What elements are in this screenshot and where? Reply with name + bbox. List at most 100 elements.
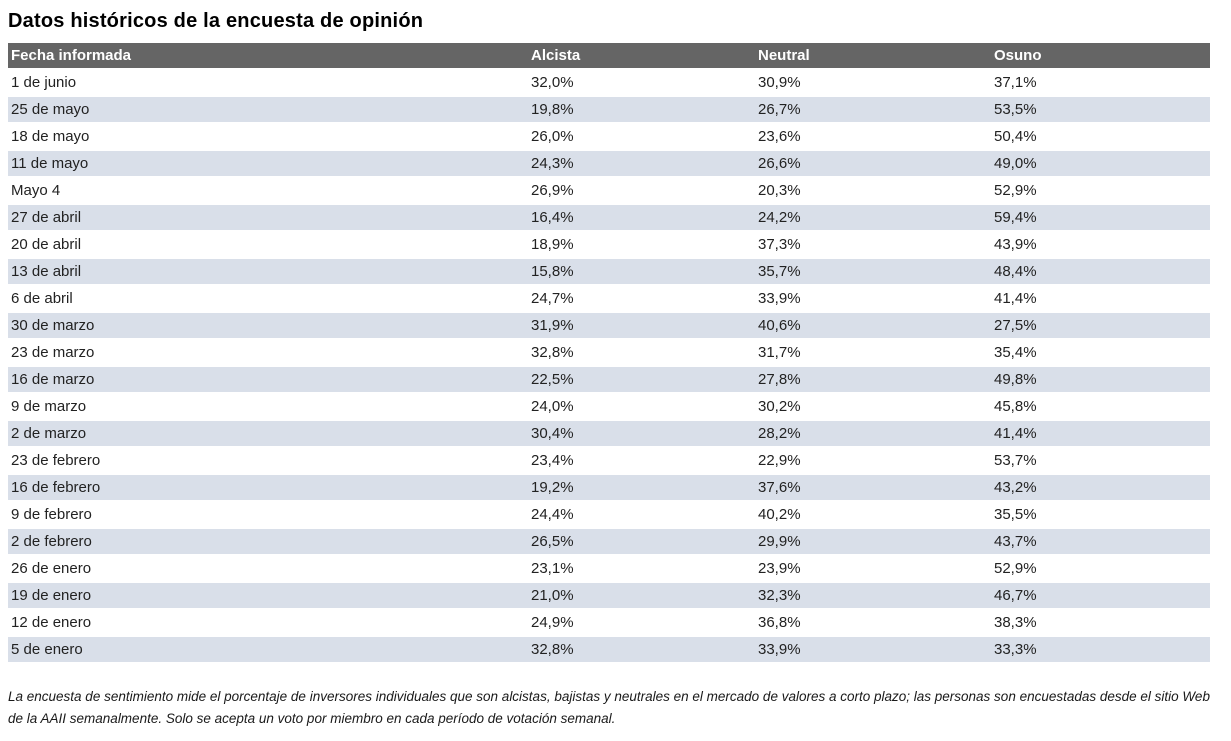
alcista-cell: 26,0% — [528, 123, 755, 151]
table-row: 27 de abril 16,4% 24,2% 59,4% — [8, 204, 1210, 232]
alcista-cell: 21,0% — [528, 582, 755, 610]
alcista-cell: 32,8% — [528, 636, 755, 664]
date-cell: 30 de marzo — [8, 312, 528, 340]
date-cell: 16 de marzo — [8, 366, 528, 394]
neutral-cell: 20,3% — [755, 177, 991, 205]
table-row: 9 de febrero 24,4% 40,2% 35,5% — [8, 501, 1210, 529]
alcista-cell: 24,9% — [528, 609, 755, 637]
date-cell: 23 de febrero — [8, 447, 528, 475]
alcista-cell: 24,0% — [528, 393, 755, 421]
date-cell: 6 de abril — [8, 285, 528, 313]
date-cell: 11 de mayo — [8, 150, 528, 178]
table-header-row: Fecha informada Alcista Neutral Osuno — [8, 43, 1210, 70]
neutral-cell: 23,6% — [755, 123, 991, 151]
column-header-neutral: Neutral — [755, 43, 991, 70]
survey-footnote: La encuesta de sentimiento mide el porce… — [8, 689, 1210, 727]
table-row: Mayo 4 26,9% 20,3% 52,9% — [8, 177, 1210, 205]
alcista-cell: 30,4% — [528, 420, 755, 448]
neutral-cell: 27,8% — [755, 366, 991, 394]
table-row: 25 de mayo 19,8% 26,7% 53,5% — [8, 96, 1210, 124]
alcista-cell: 16,4% — [528, 204, 755, 232]
alcista-cell: 26,5% — [528, 528, 755, 556]
neutral-cell: 37,3% — [755, 231, 991, 259]
neutral-cell: 36,8% — [755, 609, 991, 637]
date-cell: 19 de enero — [8, 582, 528, 610]
osuno-cell: 43,2% — [991, 474, 1210, 502]
date-cell: 16 de febrero — [8, 474, 528, 502]
neutral-cell: 24,2% — [755, 204, 991, 232]
osuno-cell: 27,5% — [991, 312, 1210, 340]
alcista-cell: 24,3% — [528, 150, 755, 178]
table-row: 16 de marzo 22,5% 27,8% 49,8% — [8, 366, 1210, 394]
osuno-cell: 52,9% — [991, 555, 1210, 583]
table-row: 2 de febrero 26,5% 29,9% 43,7% — [8, 528, 1210, 556]
page-title: Datos históricos de la encuesta de opini… — [8, 10, 424, 32]
table-row: 20 de abril 18,9% 37,3% 43,9% — [8, 231, 1210, 259]
alcista-cell: 24,7% — [528, 285, 755, 313]
table-row: 12 de enero 24,9% 36,8% 38,3% — [8, 609, 1210, 637]
osuno-cell: 49,8% — [991, 366, 1210, 394]
date-cell: 27 de abril — [8, 204, 528, 232]
date-cell: 25 de mayo — [8, 96, 528, 124]
date-cell: 2 de febrero — [8, 528, 528, 556]
sentiment-history-table: Fecha informada Alcista Neutral Osuno 1 … — [8, 43, 1210, 664]
table-body: 1 de junio 32,0% 30,9% 37,1% 25 de mayo 19,8%… — [8, 69, 1210, 664]
alcista-cell: 15,8% — [528, 258, 755, 286]
osuno-cell: 59,4% — [991, 204, 1210, 232]
osuno-cell: 38,3% — [991, 609, 1210, 637]
osuno-cell: 35,5% — [991, 501, 1210, 529]
alcista-cell: 32,8% — [528, 339, 755, 367]
date-cell: 12 de enero — [8, 609, 528, 637]
table-row: 30 de marzo 31,9% 40,6% 27,5% — [8, 312, 1210, 340]
alcista-cell: 22,5% — [528, 366, 755, 394]
neutral-cell: 23,9% — [755, 555, 991, 583]
neutral-cell: 28,2% — [755, 420, 991, 448]
date-cell: 20 de abril — [8, 231, 528, 259]
alcista-cell: 24,4% — [528, 501, 755, 529]
alcista-cell: 19,8% — [528, 96, 755, 124]
table-row: 23 de marzo 32,8% 31,7% 35,4% — [8, 339, 1210, 367]
column-header-osuno: Osuno — [991, 43, 1210, 70]
date-cell: 2 de marzo — [8, 420, 528, 448]
neutral-cell: 40,6% — [755, 312, 991, 340]
column-header-alcista: Alcista — [528, 43, 755, 70]
osuno-cell: 43,7% — [991, 528, 1210, 556]
osuno-cell: 45,8% — [991, 393, 1210, 421]
table-row: 16 de febrero 19,2% 37,6% 43,2% — [8, 474, 1210, 502]
osuno-cell: 49,0% — [991, 150, 1210, 178]
date-cell: 1 de junio — [8, 69, 528, 97]
date-cell: 13 de abril — [8, 258, 528, 286]
date-cell: 9 de febrero — [8, 501, 528, 529]
table-row: 18 de mayo 26,0% 23,6% 50,4% — [8, 123, 1210, 151]
table-row: 1 de junio 32,0% 30,9% 37,1% — [8, 69, 1210, 97]
neutral-cell: 40,2% — [755, 501, 991, 529]
neutral-cell: 26,7% — [755, 96, 991, 124]
date-cell: 26 de enero — [8, 555, 528, 583]
table-row: 19 de enero 21,0% 32,3% 46,7% — [8, 582, 1210, 610]
osuno-cell: 41,4% — [991, 285, 1210, 313]
osuno-cell: 53,5% — [991, 96, 1210, 124]
neutral-cell: 31,7% — [755, 339, 991, 367]
neutral-cell: 30,2% — [755, 393, 991, 421]
alcista-cell: 23,1% — [528, 555, 755, 583]
table-row: 23 de febrero 23,4% 22,9% 53,7% — [8, 447, 1210, 475]
neutral-cell: 32,3% — [755, 582, 991, 610]
table-row: 11 de mayo 24,3% 26,6% 49,0% — [8, 150, 1210, 178]
table-row: 2 de marzo 30,4% 28,2% 41,4% — [8, 420, 1210, 448]
alcista-cell: 31,9% — [528, 312, 755, 340]
date-cell: 9 de marzo — [8, 393, 528, 421]
neutral-cell: 29,9% — [755, 528, 991, 556]
neutral-cell: 33,9% — [755, 285, 991, 313]
date-cell: Mayo 4 — [8, 177, 528, 205]
alcista-cell: 18,9% — [528, 231, 755, 259]
osuno-cell: 37,1% — [991, 69, 1210, 97]
date-cell: 18 de mayo — [8, 123, 528, 151]
osuno-cell: 35,4% — [991, 339, 1210, 367]
osuno-cell: 43,9% — [991, 231, 1210, 259]
neutral-cell: 30,9% — [755, 69, 991, 97]
column-header-fecha-informada: Fecha informada — [8, 43, 528, 70]
neutral-cell: 37,6% — [755, 474, 991, 502]
alcista-cell: 19,2% — [528, 474, 755, 502]
date-cell: 23 de marzo — [8, 339, 528, 367]
alcista-cell: 26,9% — [528, 177, 755, 205]
